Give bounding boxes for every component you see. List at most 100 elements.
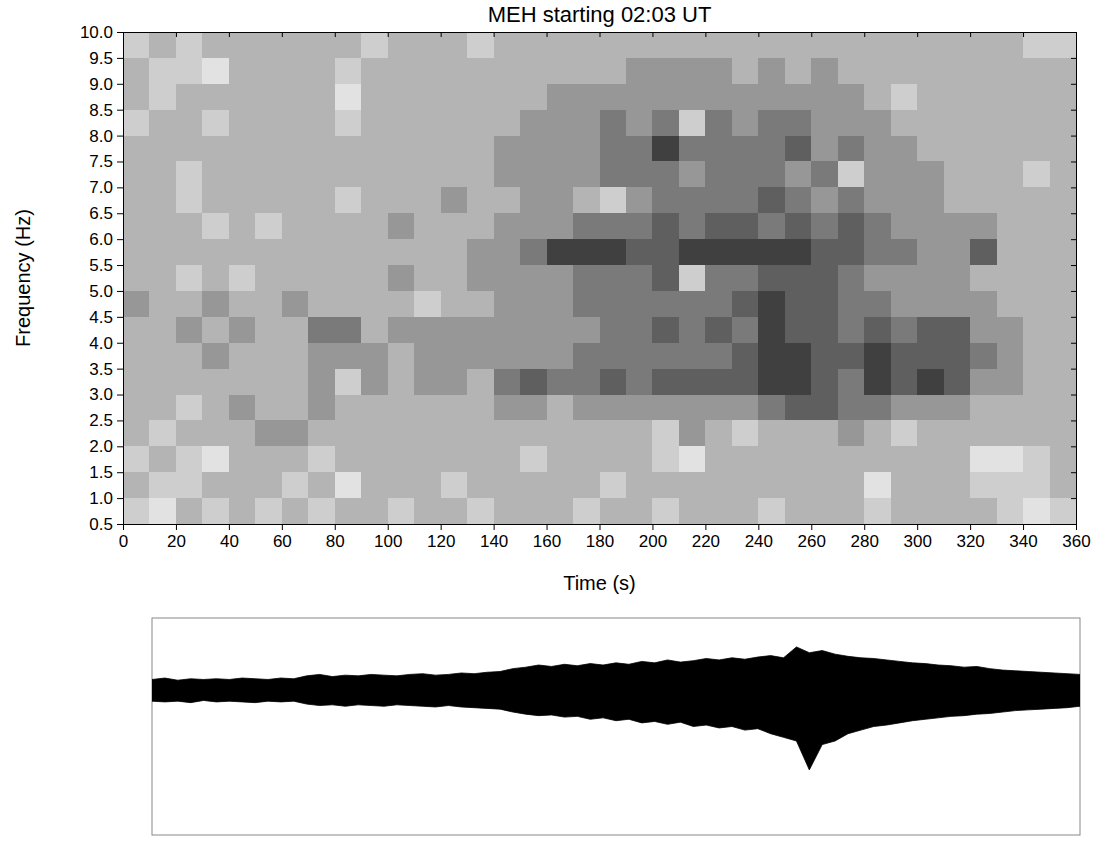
cell bbox=[758, 84, 784, 110]
cell bbox=[944, 136, 970, 162]
cell bbox=[494, 110, 520, 136]
cell bbox=[176, 446, 202, 472]
cell bbox=[970, 369, 996, 395]
cell bbox=[997, 84, 1023, 110]
cell bbox=[944, 498, 970, 524]
cell bbox=[970, 420, 996, 446]
cell bbox=[652, 291, 678, 317]
cell bbox=[335, 32, 361, 58]
cell bbox=[494, 187, 520, 213]
cell bbox=[944, 239, 970, 265]
cell bbox=[335, 84, 361, 110]
cell bbox=[997, 239, 1023, 265]
tick bbox=[1071, 446, 1076, 447]
cell bbox=[467, 136, 493, 162]
cell bbox=[864, 161, 890, 187]
cell bbox=[573, 58, 599, 84]
cell bbox=[970, 187, 996, 213]
cell bbox=[520, 317, 546, 343]
cell bbox=[891, 187, 917, 213]
cell bbox=[494, 395, 520, 421]
cell bbox=[467, 265, 493, 291]
tick-mark bbox=[117, 291, 123, 292]
cell bbox=[1023, 369, 1049, 395]
cell bbox=[758, 369, 784, 395]
tick-mark bbox=[117, 369, 123, 370]
tick-mark bbox=[1071, 498, 1076, 499]
cell bbox=[600, 110, 626, 136]
cell bbox=[652, 343, 678, 369]
cell bbox=[335, 369, 361, 395]
cell bbox=[864, 136, 890, 162]
cell bbox=[388, 136, 414, 162]
cell bbox=[1023, 136, 1049, 162]
cell bbox=[308, 420, 334, 446]
cell bbox=[123, 136, 149, 162]
tick-label: 0 bbox=[119, 532, 128, 551]
cell bbox=[388, 187, 414, 213]
cell bbox=[679, 239, 705, 265]
cell bbox=[123, 161, 149, 187]
cell bbox=[917, 187, 943, 213]
cell bbox=[388, 161, 414, 187]
cell bbox=[1023, 84, 1049, 110]
cell bbox=[1023, 343, 1049, 369]
cell bbox=[547, 32, 573, 58]
tick-mark bbox=[1071, 32, 1076, 33]
cell bbox=[414, 110, 440, 136]
y-axis-title: Frequency (Hz) bbox=[12, 209, 34, 347]
cell bbox=[600, 161, 626, 187]
cell bbox=[626, 446, 652, 472]
cell bbox=[811, 136, 837, 162]
cell bbox=[917, 161, 943, 187]
tick-mark bbox=[1071, 395, 1076, 396]
cell bbox=[838, 161, 864, 187]
cell bbox=[811, 498, 837, 524]
cell bbox=[970, 498, 996, 524]
cell bbox=[547, 395, 573, 421]
cell bbox=[229, 472, 255, 498]
cell bbox=[361, 161, 387, 187]
cell bbox=[149, 110, 175, 136]
cell bbox=[494, 291, 520, 317]
cell bbox=[838, 213, 864, 239]
cell bbox=[467, 187, 493, 213]
tick: 9.5 bbox=[89, 49, 123, 68]
cell bbox=[308, 395, 334, 421]
cell bbox=[811, 472, 837, 498]
cell bbox=[282, 84, 308, 110]
tick: 9.0 bbox=[89, 75, 123, 94]
cell bbox=[361, 369, 387, 395]
cell bbox=[361, 110, 387, 136]
cell bbox=[441, 446, 467, 472]
cell bbox=[441, 369, 467, 395]
cell bbox=[891, 369, 917, 395]
cell bbox=[520, 498, 546, 524]
cell bbox=[626, 498, 652, 524]
cell bbox=[997, 498, 1023, 524]
cell bbox=[811, 317, 837, 343]
cell bbox=[891, 136, 917, 162]
tick-label: 5.5 bbox=[89, 256, 113, 275]
cell bbox=[388, 343, 414, 369]
cell bbox=[520, 161, 546, 187]
cell bbox=[917, 84, 943, 110]
cell bbox=[547, 265, 573, 291]
cell bbox=[467, 84, 493, 110]
cell bbox=[891, 265, 917, 291]
cell bbox=[335, 395, 361, 421]
cell bbox=[467, 446, 493, 472]
cell bbox=[758, 213, 784, 239]
cell bbox=[758, 317, 784, 343]
cell bbox=[838, 239, 864, 265]
cell bbox=[838, 265, 864, 291]
cell bbox=[970, 58, 996, 84]
cell bbox=[785, 395, 811, 421]
cell bbox=[758, 472, 784, 498]
tick bbox=[1071, 110, 1076, 111]
cell bbox=[202, 213, 228, 239]
tick-label: 2.0 bbox=[89, 437, 113, 456]
cell bbox=[944, 369, 970, 395]
cell bbox=[732, 84, 758, 110]
tick: 1.0 bbox=[89, 489, 123, 508]
